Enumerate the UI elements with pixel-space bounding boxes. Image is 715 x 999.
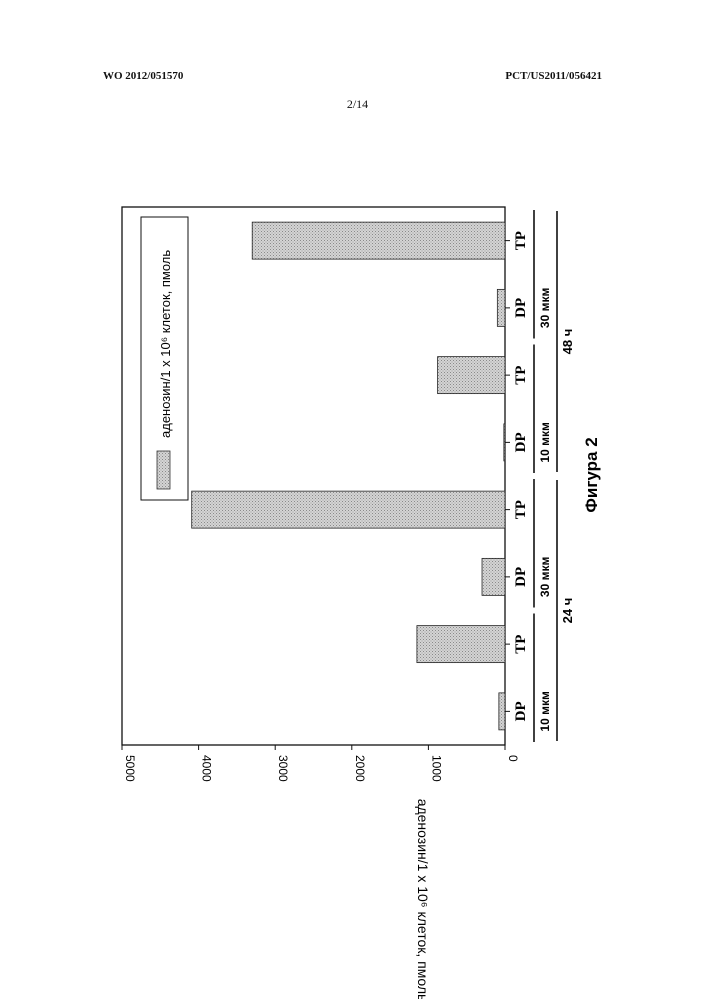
bar (438, 357, 505, 394)
legend-label: аденозин/1 x 10⁶ клеток, пмоль (158, 250, 173, 438)
concentration-label: 30 мкм (538, 288, 552, 329)
legend: аденозин/1 x 10⁶ клеток, пмоль (141, 217, 188, 500)
concentration-label: 10 мкм (538, 422, 552, 463)
category-label: DP (513, 567, 529, 587)
category-label: DP (513, 298, 529, 318)
bar (252, 222, 505, 259)
y-tick-label: 2000 (353, 755, 367, 782)
y-tick-label: 0 (506, 755, 520, 762)
figure-caption: Фигура 2 (582, 437, 601, 512)
concentration-label: 10 мкм (538, 691, 552, 732)
time-label: 48 ч (560, 329, 575, 355)
y-tick-label: 4000 (200, 755, 214, 782)
time-label: 24 ч (560, 598, 575, 624)
bar (504, 424, 505, 461)
y-tick-label: 1000 (429, 755, 443, 782)
y-tick-label: 3000 (276, 755, 290, 782)
bar (417, 626, 505, 663)
bar (482, 558, 505, 595)
category-label: DP (513, 432, 529, 452)
category-label: TP (513, 635, 529, 654)
bar (497, 289, 505, 326)
category-label: TP (513, 500, 529, 519)
concentration-label: 30 мкм (538, 557, 552, 598)
category-label: TP (513, 231, 529, 250)
category-label: TP (513, 366, 529, 385)
category-label: DP (513, 701, 529, 721)
bar (499, 693, 505, 730)
bar (192, 491, 505, 528)
legend-swatch (157, 451, 170, 489)
y-tick-label: 5000 (123, 755, 137, 782)
y-axis-title: аденозин/1 x 10⁶ клеток, пмоль (415, 799, 431, 999)
